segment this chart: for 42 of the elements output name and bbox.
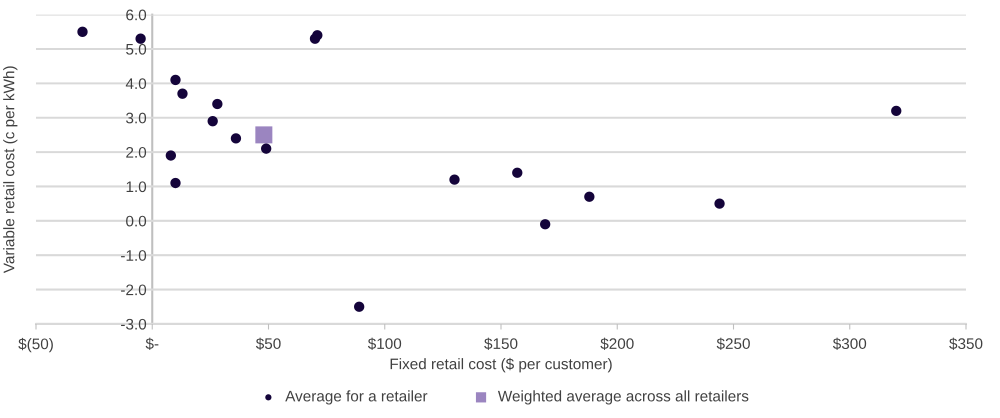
point <box>208 116 218 126</box>
x-tick-label: $150 <box>484 338 518 350</box>
point <box>584 192 594 202</box>
y-tick-label: 5.0 <box>126 44 146 55</box>
point <box>212 98 222 110</box>
point <box>177 88 188 99</box>
x-tick-label: $- <box>146 338 158 350</box>
point <box>312 30 322 40</box>
x-tick-label: $50 <box>256 338 281 350</box>
point <box>540 219 550 230</box>
point <box>135 34 146 44</box>
point <box>354 302 364 312</box>
point <box>891 106 902 116</box>
point <box>449 174 460 185</box>
point <box>77 26 88 37</box>
y-tick-label: -2.0 <box>121 284 146 296</box>
point <box>166 150 176 161</box>
point <box>170 74 181 86</box>
y-tick-label: 4.0 <box>126 78 146 90</box>
point <box>170 178 181 188</box>
point <box>255 126 272 144</box>
y-tick-label: 6.0 <box>126 10 146 20</box>
y-tick-label: 1.0 <box>126 181 146 192</box>
legend-label: Weighted average across all retailers <box>498 390 748 405</box>
x-tick-label: $100 <box>368 338 402 350</box>
x-tick-label: $250 <box>716 338 750 350</box>
point <box>230 133 242 144</box>
y-axis-title: Variable retail cost (c per kWh) <box>3 66 18 274</box>
legend-label: Average for a retailer <box>285 390 428 405</box>
y-tick-label: 3.0 <box>126 112 146 124</box>
x-tick-label: $(50) <box>18 338 53 352</box>
x-tick-label: $350 <box>949 338 982 350</box>
y-tick-label: 0.0 <box>126 216 146 227</box>
x-tick-label: $200 <box>600 338 634 350</box>
point <box>512 168 522 178</box>
x-axis-title: Fixed retail cost ($ per customer) <box>390 358 612 372</box>
x-tick-label: $300 <box>832 338 866 350</box>
y-tick-label: -3.0 <box>121 318 146 330</box>
y-tick-label: 2.0 <box>126 146 146 158</box>
y-tick-label: -1.0 <box>121 250 146 261</box>
point <box>714 198 725 209</box>
point <box>261 144 272 154</box>
